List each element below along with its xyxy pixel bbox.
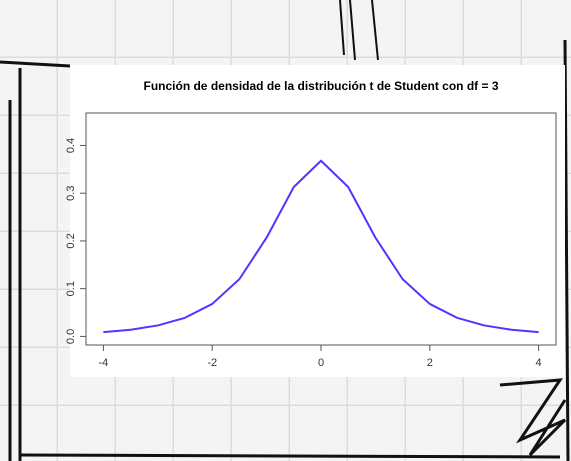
chart-title: Función de densidad de la distribución t… (143, 79, 498, 93)
sketch-border (0, 60, 71, 461)
x-tick-label: 4 (536, 357, 542, 369)
y-tick-label: 0.0 (65, 329, 77, 344)
y-tick-label: 0.3 (65, 186, 77, 201)
y-tick-label: 0.1 (65, 281, 77, 296)
x-tick-label: -4 (99, 357, 109, 369)
sketch-border (19, 39, 570, 461)
line (103, 159, 539, 334)
y-tick-label: 0.2 (65, 233, 77, 248)
y-tick-label: 0.4 (65, 138, 77, 153)
x-tick-label: -2 (207, 357, 217, 369)
scribble (499, 378, 567, 457)
x-tick-label: 2 (427, 357, 433, 369)
x-tick-label: 0 (318, 357, 324, 369)
clip (339, 0, 379, 61)
chart-panel (70, 65, 565, 377)
